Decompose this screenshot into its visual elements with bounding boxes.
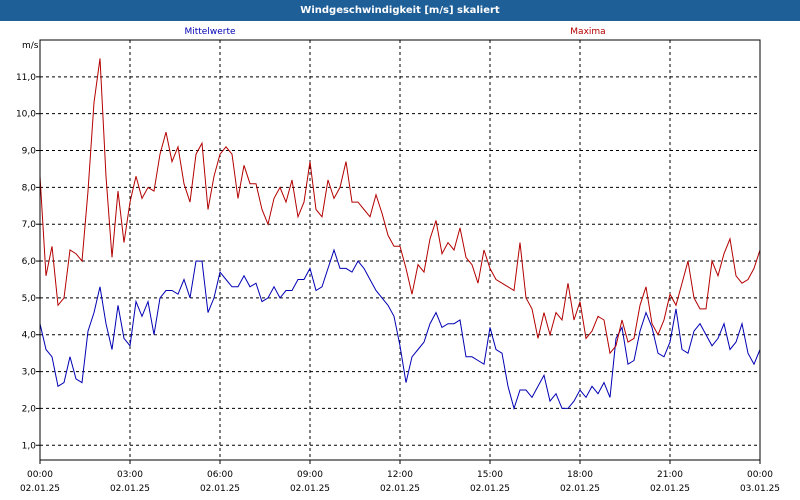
x-tick-time: 21:00 (657, 470, 683, 480)
x-tick-date: 02.01.25 (20, 484, 60, 494)
window-title: Windgeschwindigkeit [m/s] skaliert (0, 0, 800, 21)
legend-maxima: Maxima (570, 27, 605, 37)
x-tick-date: 02.01.25 (380, 484, 420, 494)
x-tick-date: 03.01.25 (740, 484, 780, 494)
y-tick-label: 1,0 (22, 441, 37, 451)
series-line-mean (39, 248, 761, 411)
y-tick-label: 11,0 (16, 73, 36, 83)
grid (40, 40, 760, 460)
x-tick-date: 02.01.25 (560, 484, 600, 494)
x-tick-date: 02.01.25 (470, 484, 510, 494)
y-axis-label: m/s (22, 41, 39, 51)
y-tick-label: 5,0 (22, 294, 37, 304)
y-tick-label: 4,0 (22, 331, 37, 341)
x-tick-time: 12:00 (387, 470, 413, 480)
x-tick-date: 02.01.25 (290, 484, 330, 494)
x-tick-date: 02.01.25 (200, 484, 240, 494)
y-tick-label: 2,0 (22, 404, 37, 414)
x-tick-time: 06:00 (207, 470, 233, 480)
x-tick-date: 02.01.25 (110, 484, 150, 494)
y-tick-label: 10,0 (16, 110, 36, 120)
y-tick-label: 6,0 (22, 257, 37, 267)
x-tick-time: 00:00 (27, 470, 53, 480)
x-tick-time: 15:00 (477, 470, 503, 480)
x-tick-time: 09:00 (297, 470, 323, 480)
y-tick-label: 3,0 (22, 368, 37, 378)
labels: 1,0 2,0 3,0 4,0 5,0 6,0 7,0 8,0 9,0 10,0 11,0 00:00… (16, 27, 780, 494)
x-tick-date: 02.01.25 (650, 484, 690, 494)
y-tick-label: 9,0 (22, 147, 37, 157)
x-tick-time: 18:00 (567, 470, 593, 480)
y-tick-label: 8,0 (22, 183, 37, 193)
series-lines (39, 58, 761, 411)
legend-mittelwerte: Mittelwerte (184, 27, 235, 37)
x-tick-time: 00:00 (747, 470, 773, 480)
y-tick-label: 7,0 (22, 220, 37, 230)
x-tick-time: 03:00 (117, 470, 143, 480)
axes (36, 39, 761, 464)
plot-frame (39, 39, 761, 461)
series-line-max (39, 58, 761, 355)
